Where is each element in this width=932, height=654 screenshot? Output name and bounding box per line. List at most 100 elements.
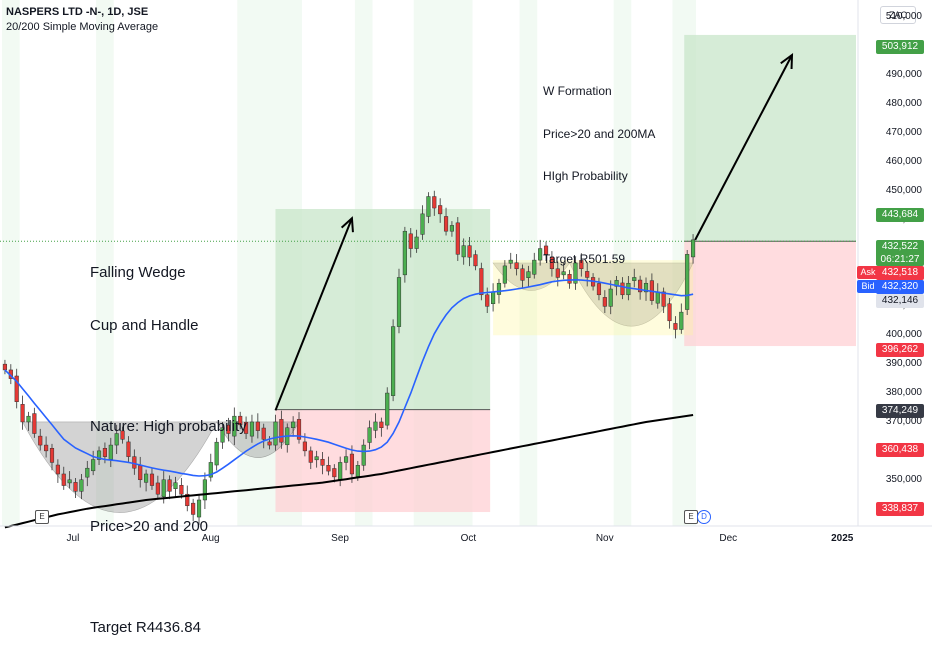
x-tick-label: Sep <box>331 533 349 544</box>
candle-body <box>520 268 525 281</box>
x-tick-label: Nov <box>595 533 614 544</box>
candle-body <box>685 254 690 310</box>
candle-body <box>455 222 460 255</box>
candle-body <box>238 415 243 426</box>
candle-body <box>73 482 78 492</box>
left-annotation: Falling Wedge Cup and Handle Nature: Hig… <box>90 229 247 654</box>
chart-title: NASPERS LTD -N-, 1D, JSE <box>6 6 149 18</box>
candle-body <box>249 421 255 437</box>
candle-body <box>579 260 584 270</box>
note-line: Price>20 and 200MA <box>543 126 656 141</box>
candle-body <box>467 245 472 258</box>
right-annotation: W Formation Price>20 and 200MA HIgh Prob… <box>543 56 655 280</box>
candle-body <box>244 421 249 434</box>
projection-arrow <box>274 217 353 411</box>
earnings-marker[interactable]: E <box>684 510 698 524</box>
note-line: Cup and Handle <box>90 317 199 335</box>
y-tick-label: 460,000 <box>885 155 922 167</box>
candle-body <box>385 392 390 426</box>
candle-body <box>226 424 231 434</box>
candle-body <box>220 427 225 443</box>
session-band <box>613 0 632 526</box>
candle-body <box>91 459 96 472</box>
currency-button[interactable]: ZAC <box>880 6 916 24</box>
candle-body <box>643 282 649 293</box>
candle-body <box>526 271 531 278</box>
candle-body <box>508 259 513 264</box>
tag-stop-right: 396,262 <box>876 343 924 357</box>
candle-body <box>196 499 202 518</box>
candle-body <box>567 274 572 284</box>
candle-body <box>367 427 372 443</box>
y-tick-label: 480,000 <box>885 98 922 110</box>
candle-body <box>638 279 643 293</box>
candle-body <box>26 415 31 423</box>
session-band <box>96 0 114 526</box>
candle-body <box>596 283 602 296</box>
tag-entry-left: 374,249 <box>876 404 924 418</box>
y-tick-label: 450,000 <box>885 184 922 196</box>
handle-shape <box>216 421 300 458</box>
dividend-marker[interactable]: D <box>697 510 711 524</box>
note-line: Target R501.59 <box>543 252 626 267</box>
candle-body <box>161 479 166 498</box>
candle-body <box>485 294 490 307</box>
candle-body <box>420 213 425 235</box>
y-tick-label: 350,000 <box>885 473 922 485</box>
arrow-head <box>340 216 354 233</box>
indicator-legend: 20/200 Simple Moving Average <box>6 21 159 33</box>
candle-body <box>396 277 402 327</box>
candle-body <box>679 311 684 330</box>
candle-body <box>2 363 8 371</box>
tag-prev: 432,146 <box>876 294 924 308</box>
tag-bid: 432,320 <box>876 280 924 294</box>
tag-last-price: 432,522 06:21:27 <box>876 240 924 266</box>
candle-body <box>208 462 213 478</box>
candle-body <box>44 444 49 452</box>
tag-target-top: 503,912 <box>876 40 924 54</box>
sma20-line <box>4 278 694 477</box>
candle-body <box>332 468 337 478</box>
projection-arrow <box>694 54 793 241</box>
w-right-shape <box>569 262 694 327</box>
candle-body <box>673 323 678 330</box>
candle-body <box>532 259 537 275</box>
session-band <box>2 0 20 526</box>
candle-body <box>96 450 102 460</box>
tag-stop-left-top: 360,438 <box>876 443 924 457</box>
sma200-line <box>4 414 694 529</box>
candle-body <box>173 482 178 489</box>
candle-body <box>314 456 319 461</box>
candle-body <box>391 326 396 396</box>
note-line: W Formation <box>543 84 612 99</box>
candle-body <box>149 473 155 486</box>
loss-zone <box>684 241 856 347</box>
candle-body <box>690 239 696 258</box>
note-line: Target R4436.84 <box>90 618 201 636</box>
candle-body <box>426 196 431 217</box>
candle-body <box>438 205 443 215</box>
candle-body <box>102 448 107 457</box>
candle-body <box>573 262 578 284</box>
y-tick-label: 370,000 <box>885 415 922 427</box>
bid-label: Bid <box>857 280 879 293</box>
tag-target-mid: 443,684 <box>876 208 924 222</box>
candle-body <box>214 441 219 466</box>
candle-body <box>538 248 543 261</box>
candle-body <box>167 479 172 492</box>
candle-body <box>479 268 484 296</box>
candle-body <box>585 271 590 278</box>
candle-body <box>561 271 566 276</box>
candle-body <box>667 303 672 322</box>
price-chart[interactable] <box>0 0 932 550</box>
candle-body <box>85 467 90 478</box>
tag-stop-left-bottom: 338,837 <box>876 502 924 516</box>
candle-body <box>338 462 343 480</box>
earnings-marker[interactable]: E <box>35 510 49 524</box>
profit-zone <box>275 209 491 410</box>
note-line: Price>20 and 200 <box>90 518 209 536</box>
candle-body <box>20 404 25 423</box>
y-tick-label: 390,000 <box>885 358 922 370</box>
last-price: 432,522 <box>881 241 919 252</box>
x-tick-label: Aug <box>201 533 220 544</box>
